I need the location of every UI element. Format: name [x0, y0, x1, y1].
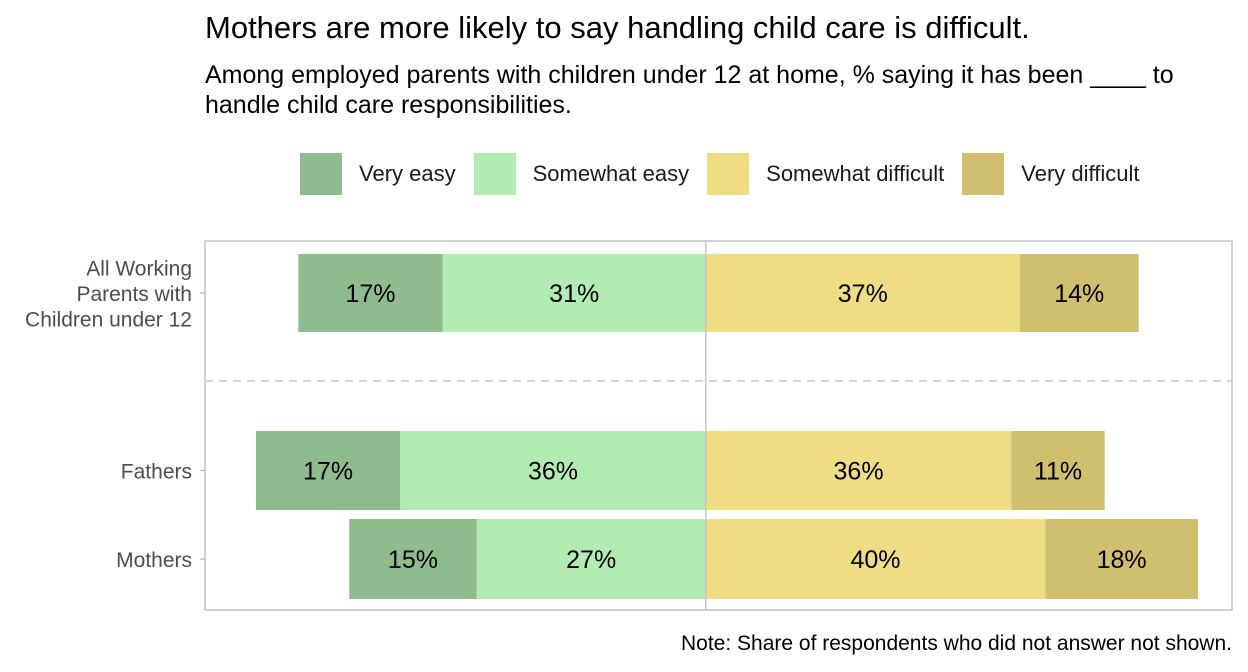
bar-very-easy-2 — [255, 431, 401, 510]
bar-somewhat-difficult-2 — [705, 431, 1012, 510]
legend-swatch-very-easy — [300, 153, 342, 195]
bar-somewhat-easy-3 — [476, 519, 706, 599]
legend-item-very-easy: Very easy — [300, 153, 456, 195]
data-label-very-difficult-3: 18% — [1097, 546, 1147, 574]
data-label-very-difficult-1: 14% — [1054, 280, 1104, 308]
legend-item-very-difficult: Very difficult — [962, 153, 1140, 195]
y-tick-label-line: Mothers — [116, 549, 192, 572]
bar-somewhat-easy-1 — [442, 254, 706, 332]
y-tick-label-line: All Working — [86, 258, 192, 281]
bar-very-difficult-2 — [1011, 431, 1105, 510]
bar-somewhat-difficult-3 — [705, 519, 1046, 599]
chart-note: Note: Share of respondents who did not a… — [680, 632, 1232, 655]
legend-item-somewhat-difficult: Somewhat difficult — [707, 153, 944, 195]
chart-title: Mothers are more likely to say handling … — [205, 10, 1030, 45]
legend: Very easy Somewhat easy Somewhat difficu… — [300, 153, 1158, 195]
y-tick-label-2: Fathers — [121, 461, 192, 484]
data-label-very-easy-1: 17% — [345, 280, 395, 308]
y-tick-label-line: Children under 12 — [25, 309, 192, 332]
legend-swatch-somewhat-easy — [473, 153, 516, 195]
bar-somewhat-easy-2 — [400, 431, 706, 510]
plot-panel-border — [204, 240, 1233, 611]
bar-very-difficult-3 — [1045, 519, 1199, 599]
data-label-somewhat-easy-2: 36% — [528, 458, 578, 486]
legend-item-somewhat-easy: Somewhat easy — [473, 153, 690, 195]
data-label-somewhat-easy-1: 31% — [549, 280, 599, 308]
legend-label-very-easy: Very easy — [359, 161, 456, 186]
y-tick-label-line: Parents with — [76, 283, 192, 306]
y-tick-label-3: Mothers — [116, 549, 192, 572]
data-label-very-easy-3: 15% — [388, 546, 438, 574]
data-label-very-difficult-2: 11% — [1034, 458, 1082, 486]
data-label-somewhat-difficult-3: 40% — [850, 546, 900, 574]
data-label-very-easy-2: 17% — [303, 458, 353, 486]
bar-very-easy-3 — [349, 519, 477, 599]
legend-swatch-very-difficult — [962, 153, 1005, 195]
data-label-somewhat-difficult-2: 36% — [834, 458, 884, 486]
legend-swatch-somewhat-difficult — [707, 153, 750, 195]
bar-somewhat-difficult-1 — [705, 254, 1020, 332]
legend-label-somewhat-difficult: Somewhat difficult — [766, 161, 945, 186]
bar-very-easy-1 — [298, 254, 443, 332]
y-tick-label-line: Fathers — [121, 461, 192, 484]
chart-subtitle: Among employed parents with children und… — [205, 61, 1174, 119]
data-label-somewhat-easy-3: 27% — [566, 546, 616, 574]
y-tick-label-1: All Working Parents with Children under 12 — [25, 258, 192, 332]
legend-label-very-difficult: Very difficult — [1021, 161, 1140, 186]
bar-very-difficult-1 — [1019, 254, 1139, 332]
legend-label-somewhat-easy: Somewhat easy — [532, 161, 690, 186]
data-label-somewhat-difficult-1: 37% — [838, 280, 888, 308]
